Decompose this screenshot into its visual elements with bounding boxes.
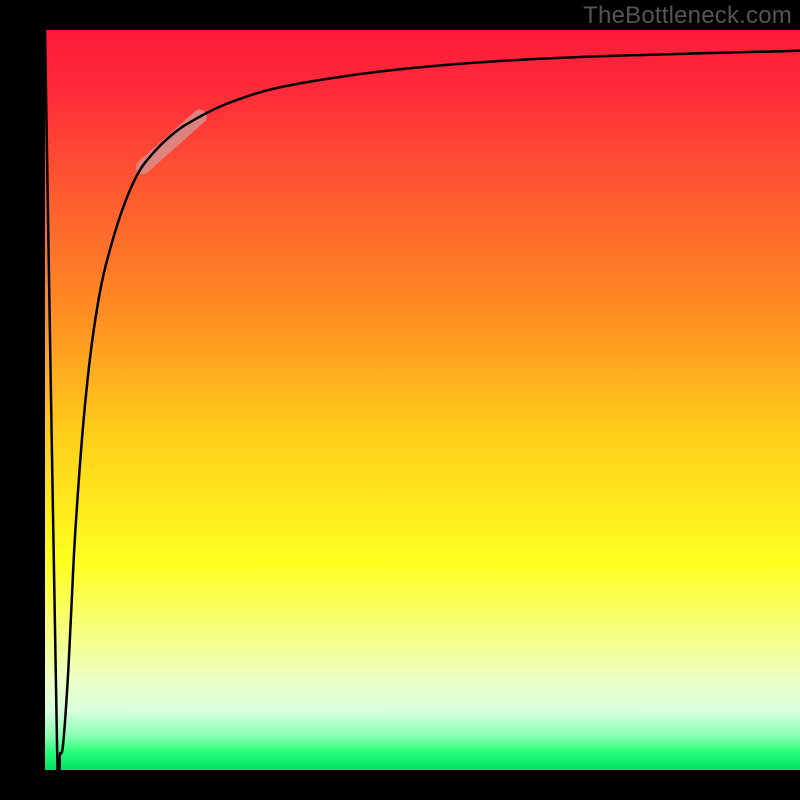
plot-area-background: [45, 30, 800, 770]
watermark-text: TheBottleneck.com: [583, 2, 792, 30]
chart-svg: [0, 0, 800, 800]
